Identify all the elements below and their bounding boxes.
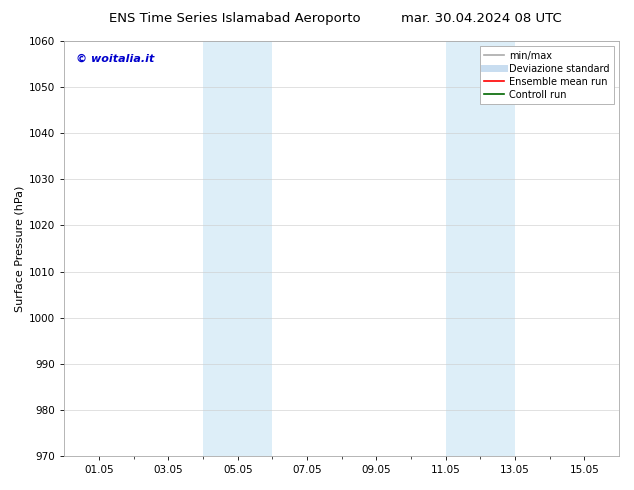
Text: mar. 30.04.2024 08 UTC: mar. 30.04.2024 08 UTC	[401, 12, 562, 25]
Legend: min/max, Deviazione standard, Ensemble mean run, Controll run: min/max, Deviazione standard, Ensemble m…	[479, 46, 614, 104]
Text: ENS Time Series Islamabad Aeroporto: ENS Time Series Islamabad Aeroporto	[109, 12, 360, 25]
Bar	[446, 41, 515, 456]
Y-axis label: Surface Pressure (hPa): Surface Pressure (hPa)	[15, 185, 25, 312]
Bar	[203, 41, 273, 456]
Text: © woitalia.it: © woitalia.it	[75, 53, 154, 64]
